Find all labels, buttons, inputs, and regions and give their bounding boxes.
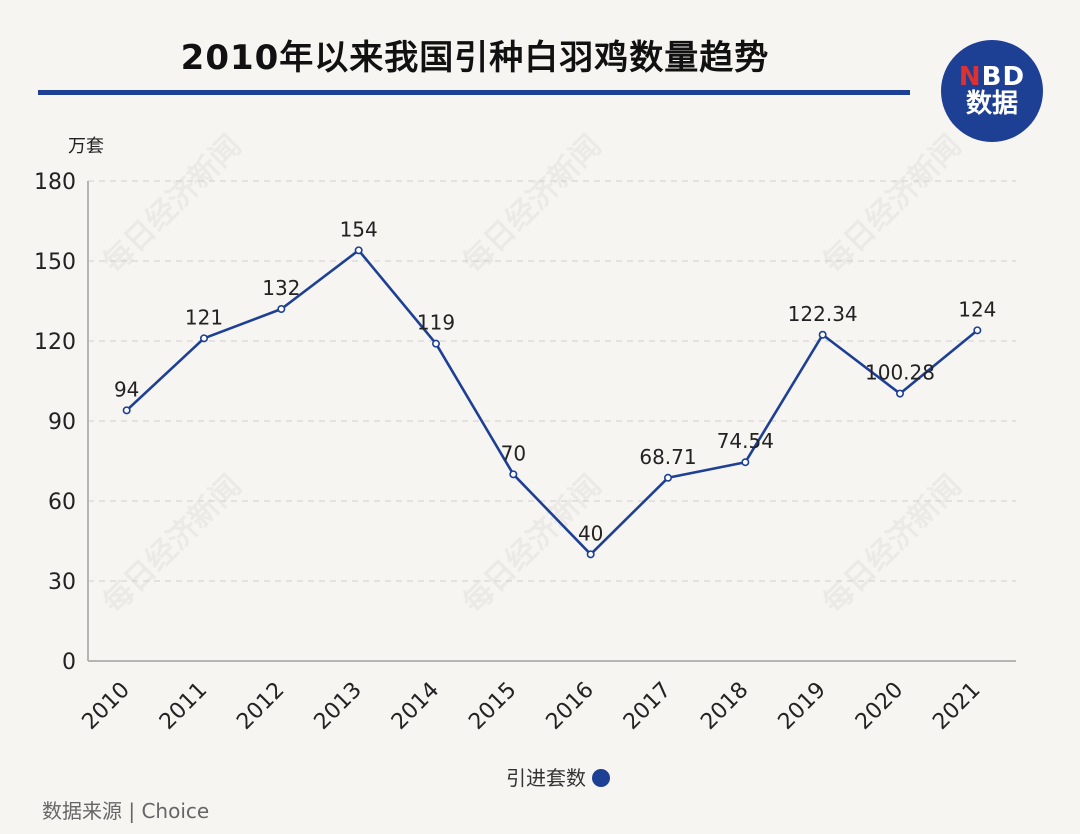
data-label: 100.28 xyxy=(865,361,935,385)
y-tick-label: 0 xyxy=(62,650,76,675)
x-tick-labels: 2010 2011 2012 2013 2014 2015 2016 2017 2018 2019… xyxy=(78,678,986,735)
x-tick-label: 2017 xyxy=(619,678,676,735)
legend: 引进套数 xyxy=(506,766,610,790)
data-labels: 94 121 132 154 119 70 40 68.71 74.54 122.34 100.28… xyxy=(114,217,996,545)
data-point xyxy=(818,330,827,339)
data-label: 68.71 xyxy=(639,445,696,469)
data-point xyxy=(277,304,286,313)
data-label: 70 xyxy=(501,441,526,465)
data-source: 数据来源 | Choice xyxy=(42,799,210,823)
data-point xyxy=(895,389,904,398)
y-tick-label: 90 xyxy=(48,410,76,435)
data-label: 132 xyxy=(262,276,300,300)
data-points xyxy=(122,246,982,559)
y-tick-label: 30 xyxy=(48,570,76,595)
data-point xyxy=(741,458,750,467)
legend-marker xyxy=(592,769,610,787)
y-tick-labels: 0 30 60 90 120 150 180 xyxy=(34,170,76,675)
axes xyxy=(87,181,1016,662)
y-tick-label: 180 xyxy=(34,170,76,195)
data-label: 74.54 xyxy=(717,429,774,453)
x-tick-label: 2018 xyxy=(696,678,753,735)
data-label: 122.34 xyxy=(788,302,858,326)
data-label: 94 xyxy=(114,377,139,401)
series-line-引进套数 xyxy=(125,249,979,556)
logo-bottom-text: 数据 xyxy=(965,89,1018,119)
data-label: 119 xyxy=(417,311,455,335)
nbd-data-logo: NBD 数据 xyxy=(941,40,1043,142)
x-tick-label: 2012 xyxy=(232,678,289,735)
x-tick-label: 2019 xyxy=(774,678,831,735)
data-point xyxy=(431,339,440,348)
x-tick-label: 2011 xyxy=(155,678,212,735)
x-tick-label: 2014 xyxy=(387,678,444,735)
y-unit-label: 万套 xyxy=(68,136,104,157)
data-point xyxy=(663,473,672,482)
data-label: 154 xyxy=(340,217,378,241)
y-tick-label: 150 xyxy=(34,250,76,275)
chart-title: 2010年以来我国引种白羽鸡数量趋势 xyxy=(180,38,770,78)
y-tick-label: 120 xyxy=(34,330,76,355)
legend-label: 引进套数 xyxy=(506,766,586,790)
x-tick-label: 2021 xyxy=(928,678,985,735)
data-point xyxy=(122,406,131,415)
title-rule xyxy=(38,90,910,95)
x-tick-label: 2013 xyxy=(310,678,367,735)
data-label: 124 xyxy=(958,297,996,321)
data-point xyxy=(973,326,982,335)
grid-lines xyxy=(88,180,1016,582)
x-tick-label: 2016 xyxy=(542,678,599,735)
logo-top-text: NBD xyxy=(958,61,1026,92)
data-point xyxy=(586,550,595,559)
data-point xyxy=(509,470,518,479)
data-point xyxy=(354,246,363,255)
x-tick-label: 2010 xyxy=(78,678,135,735)
x-tick-label: 2015 xyxy=(464,678,521,735)
data-label: 121 xyxy=(185,305,223,329)
data-point xyxy=(200,334,209,343)
x-tick-label: 2020 xyxy=(851,678,908,735)
series-line xyxy=(125,249,979,556)
y-tick-label: 60 xyxy=(48,490,76,515)
data-label: 40 xyxy=(578,521,603,545)
